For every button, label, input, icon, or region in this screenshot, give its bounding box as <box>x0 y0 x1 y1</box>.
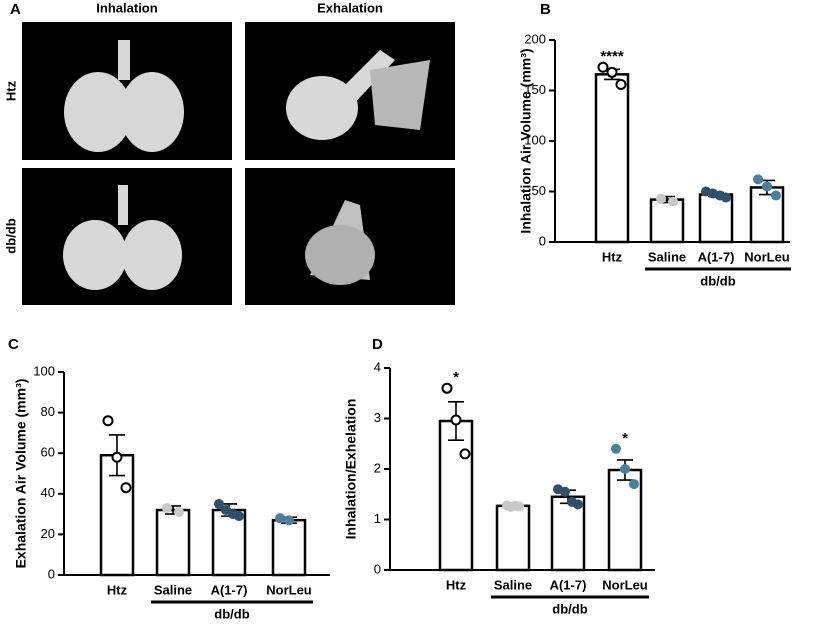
y-axis-title: Inhalation Air Volume (mm³) <box>518 48 534 233</box>
panel-label: D <box>372 336 383 353</box>
group-label: db/db <box>214 606 249 621</box>
data-point <box>111 451 123 463</box>
y-tick-label: 40 <box>41 485 55 500</box>
significance: * <box>453 369 459 386</box>
x-tick-label: A(1-7) <box>550 577 587 592</box>
y-axis-title: Exhalation Air Volume (mm³) <box>13 379 29 569</box>
y-tick-label: 0 <box>48 566 55 581</box>
y-tick-label: 200 <box>524 31 546 46</box>
bar <box>155 508 191 577</box>
x-tick-label: A(1-7) <box>698 249 735 264</box>
bar <box>438 419 474 572</box>
y-tick-label: 2 <box>374 460 381 475</box>
data-point <box>721 192 731 203</box>
data-point <box>234 511 244 522</box>
bar <box>649 198 685 244</box>
x-tick-label: Saline <box>648 249 686 264</box>
significance: * <box>622 430 628 447</box>
column-label: Exhalation <box>317 0 383 15</box>
data-point <box>174 507 184 518</box>
image-panel: A Inhalation Exhalation Htz db/db <box>3 0 455 305</box>
x-tick-label: NorLeu <box>744 249 790 264</box>
data-point <box>214 498 224 509</box>
x-tick-label: NorLeu <box>602 577 648 592</box>
y-tick-label: 1 <box>374 511 381 526</box>
y-tick-label: 0 <box>374 561 381 576</box>
x-tick-label: Saline <box>494 577 532 592</box>
data-point <box>560 486 570 497</box>
data-point <box>597 61 609 73</box>
bar <box>271 518 307 577</box>
y-tick-label: 50 <box>532 183 546 198</box>
data-point <box>615 78 627 90</box>
data-point <box>459 448 471 460</box>
x-tick-label: Htz <box>602 249 623 264</box>
y-tick-label: 100 <box>524 132 546 147</box>
row-label: db/db <box>3 218 18 253</box>
data-point <box>753 174 763 185</box>
data-point <box>606 66 618 78</box>
y-tick-label: 60 <box>41 445 55 460</box>
y-tick-label: 20 <box>41 526 55 541</box>
panel-label: B <box>540 1 551 18</box>
data-point <box>510 500 520 511</box>
bar <box>495 504 531 572</box>
data-point <box>284 515 294 526</box>
panel-label: C <box>8 336 19 353</box>
data-point <box>102 415 114 427</box>
data-point <box>668 196 678 207</box>
group-label: db/db <box>552 601 587 616</box>
data-point <box>162 503 172 514</box>
y-tick-label: 100 <box>33 363 55 378</box>
y-tick-label: 4 <box>374 359 381 374</box>
significance: **** <box>600 48 624 65</box>
y-axis-title: Inhalation/Exhelation <box>343 399 359 540</box>
x-tick-label: NorLeu <box>266 582 312 597</box>
data-point <box>275 513 285 524</box>
y-tick-label: 150 <box>524 82 546 97</box>
data-point <box>656 193 666 204</box>
data-point <box>573 499 583 510</box>
data-point <box>629 479 639 490</box>
column-label: Inhalation <box>96 0 157 15</box>
lung-shape <box>63 40 430 290</box>
data-point <box>120 482 132 494</box>
y-tick-label: 80 <box>41 404 55 419</box>
data-point <box>771 190 781 201</box>
data-point <box>441 382 453 394</box>
data-point <box>762 181 772 192</box>
x-tick-label: Saline <box>154 582 192 597</box>
x-tick-label: Htz <box>446 577 467 592</box>
x-tick-label: A(1-7) <box>211 582 248 597</box>
bar <box>594 73 630 244</box>
y-tick-label: 3 <box>374 410 381 425</box>
data-point <box>611 443 621 454</box>
data-point <box>450 414 462 426</box>
data-point <box>620 464 630 474</box>
panel-label: A <box>10 1 21 18</box>
x-tick-label: Htz <box>107 582 128 597</box>
group-label: db/db <box>700 273 735 288</box>
y-tick-label: 0 <box>539 233 546 248</box>
row-label: Htz <box>3 80 18 101</box>
